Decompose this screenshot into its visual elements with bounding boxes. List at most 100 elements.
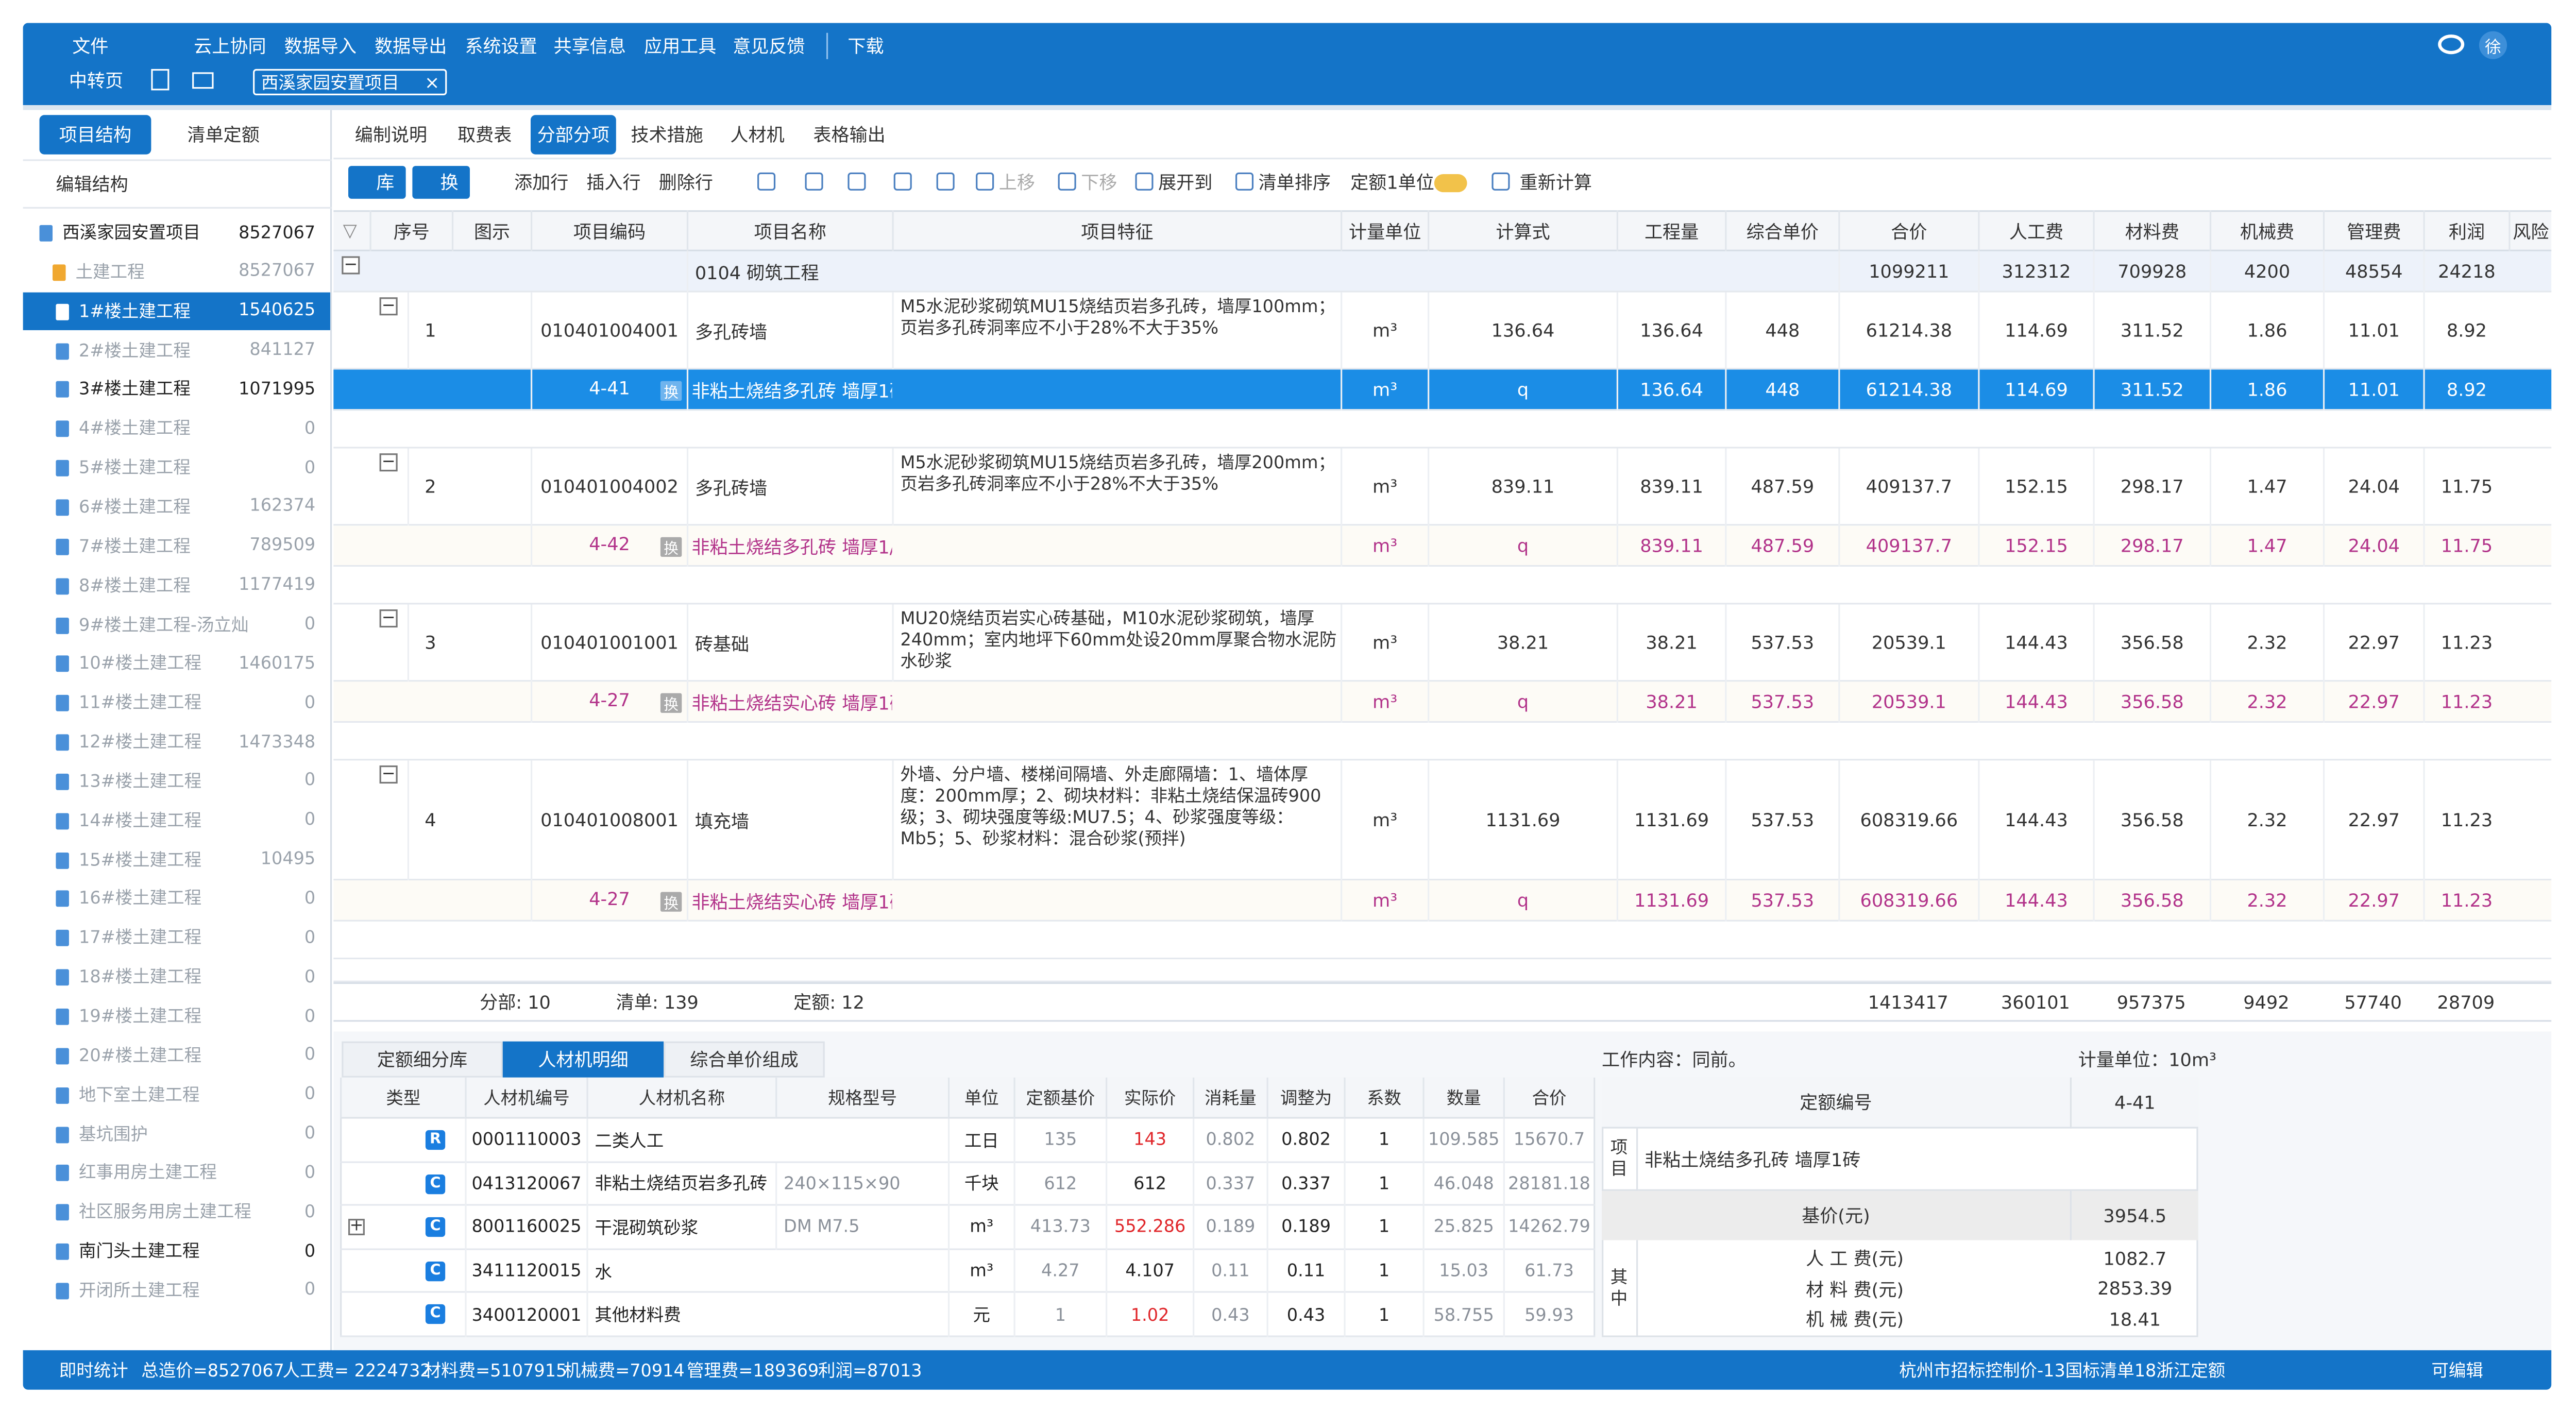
tree-name[interactable]: 17#楼土建工程 bbox=[79, 928, 202, 948]
detail-cell-name: 其他材料费 bbox=[586, 1293, 775, 1337]
tree-value: 0 bbox=[304, 810, 316, 830]
tree-name[interactable]: 14#楼土建工程 bbox=[79, 811, 202, 831]
tool-button[interactable]: 删除行 bbox=[658, 172, 713, 194]
cell-total: 61214.38 bbox=[1838, 292, 1978, 370]
cell-machine: 1.86 bbox=[2209, 292, 2323, 370]
cell-total: 409137.7 bbox=[1838, 448, 1978, 526]
menu-item[interactable]: 系统设置 bbox=[465, 36, 537, 58]
detail-tab[interactable]: 定额细分库 bbox=[342, 1041, 503, 1078]
tree-name[interactable]: 8#楼土建工程 bbox=[79, 576, 191, 596]
tree-name[interactable]: 地下室土建工程 bbox=[79, 1085, 200, 1105]
left-tab[interactable]: 清单定额 bbox=[187, 125, 260, 146]
menu-item[interactable]: 意见反馈 bbox=[733, 36, 805, 58]
tool-button[interactable]: 清单排序 bbox=[1258, 172, 1331, 194]
tree-icon bbox=[56, 499, 69, 516]
detail-header: 合价 bbox=[1503, 1077, 1594, 1119]
tool-icon bbox=[976, 172, 994, 191]
main-tab[interactable]: 技术措施 bbox=[631, 125, 703, 146]
menu-item[interactable]: 应用工具 bbox=[644, 36, 717, 58]
file-menu[interactable]: 文件 bbox=[72, 36, 109, 58]
tree-name[interactable]: 1#楼土建工程 bbox=[79, 301, 191, 322]
tree-name[interactable]: 6#楼土建工程 bbox=[79, 498, 191, 518]
main-tab[interactable]: 分部分项 bbox=[530, 115, 616, 155]
left-divider bbox=[23, 207, 332, 209]
swap-tag: 换 bbox=[660, 892, 682, 912]
tree-name[interactable]: 15#楼土建工程 bbox=[79, 850, 202, 870]
tree-name[interactable]: 18#楼土建工程 bbox=[79, 967, 202, 988]
tree-name[interactable]: 5#楼土建工程 bbox=[79, 458, 191, 479]
detail-header: 消耗量 bbox=[1193, 1077, 1267, 1119]
main-tab[interactable]: 编制说明 bbox=[354, 125, 428, 146]
swap-button[interactable]: 换 bbox=[412, 166, 470, 199]
tree-name[interactable]: 12#楼土建工程 bbox=[79, 733, 202, 753]
status-title[interactable]: 即时统计 bbox=[59, 1360, 128, 1381]
tree-name[interactable]: 19#楼土建工程 bbox=[79, 1007, 202, 1027]
project-tab[interactable]: 西溪家园安置项目 bbox=[253, 69, 447, 95]
cell-unit: m³ bbox=[1341, 525, 1428, 567]
tree-name[interactable]: 2#楼土建工程 bbox=[79, 341, 191, 361]
column-header: 项目编码 bbox=[530, 210, 687, 251]
tree-name[interactable]: 16#楼土建工程 bbox=[79, 889, 202, 909]
menu-item[interactable]: 云上协同 bbox=[194, 36, 266, 58]
tool-button[interactable]: 定额1单位 bbox=[1350, 172, 1434, 194]
detail-tab[interactable]: 综合单价组成 bbox=[664, 1041, 825, 1078]
tree-name[interactable]: 3#楼土建工程 bbox=[79, 380, 191, 400]
menu-item[interactable]: 下载 bbox=[848, 36, 884, 58]
tool-button[interactable]: 上移 bbox=[998, 172, 1035, 194]
cell-total: 608319.66 bbox=[1838, 760, 1978, 881]
tree-name[interactable]: 基坑围护 bbox=[79, 1124, 148, 1145]
menu-item[interactable]: 数据导出 bbox=[375, 36, 447, 58]
tree-name[interactable]: 13#楼土建工程 bbox=[79, 772, 202, 792]
lib-button[interactable]: 库 bbox=[348, 166, 406, 199]
tree-name[interactable]: 南门头土建工程 bbox=[79, 1242, 200, 1262]
cell-mgmt: 11.01 bbox=[2323, 369, 2424, 411]
cell-material: 356.58 bbox=[2093, 880, 2210, 922]
tool-button[interactable]: 下移 bbox=[1081, 172, 1117, 194]
tree-name[interactable]: 西溪家园安置项目 bbox=[62, 223, 201, 243]
tree-name[interactable]: 11#楼土建工程 bbox=[79, 693, 202, 713]
cell-total: 608319.66 bbox=[1838, 880, 1978, 922]
tool-button[interactable]: 插入行 bbox=[586, 172, 641, 194]
cell-mgmt: 22.97 bbox=[2323, 880, 2424, 922]
tool-button[interactable]: 重新计算 bbox=[1519, 172, 1592, 194]
user-avatar[interactable]: 徐 bbox=[2479, 31, 2507, 59]
cell-profit: 11.23 bbox=[2423, 880, 2509, 922]
main-tab[interactable]: 取费表 bbox=[457, 125, 512, 146]
detail-tab[interactable]: 人材机明细 bbox=[502, 1041, 664, 1078]
base-label: 基价(元) bbox=[1602, 1190, 2072, 1240]
detail-cell-name: 二类人工 bbox=[586, 1118, 775, 1163]
detail-cell-total: 15670.7 bbox=[1503, 1118, 1594, 1163]
cell-qty: 839.11 bbox=[1616, 448, 1725, 526]
tree-name[interactable]: 9#楼土建工程-汤立灿 bbox=[79, 615, 249, 635]
edit-structure[interactable]: 编辑结构 bbox=[56, 174, 128, 196]
tree-name[interactable]: 社区服务用房土建工程 bbox=[79, 1202, 251, 1223]
main-tab[interactable]: 表格输出 bbox=[813, 125, 886, 146]
status-mode: 可编辑 bbox=[2431, 1360, 2483, 1381]
row-expander: − bbox=[379, 297, 398, 316]
tree-value: 1540625 bbox=[239, 301, 316, 321]
tree-name[interactable]: 20#楼土建工程 bbox=[79, 1046, 202, 1066]
tree-name[interactable]: 红事用房土建工程 bbox=[79, 1163, 217, 1184]
main-tab[interactable]: 人材机 bbox=[730, 125, 785, 146]
tree-name[interactable]: 土建工程 bbox=[75, 262, 145, 282]
home-button[interactable]: 中转页 bbox=[69, 71, 124, 92]
status-stat: 人工费= 2224732 bbox=[282, 1360, 431, 1381]
tree-name[interactable]: 10#楼土建工程 bbox=[79, 654, 202, 674]
tree-name[interactable]: 4#楼土建工程 bbox=[79, 419, 191, 439]
tool-button[interactable]: 展开到 bbox=[1158, 172, 1213, 194]
tree-name[interactable]: 7#楼土建工程 bbox=[79, 537, 191, 557]
table-row bbox=[333, 525, 2552, 567]
menu-item[interactable]: 共享信息 bbox=[553, 36, 626, 58]
detail-cell-code: 3411120015 bbox=[465, 1250, 586, 1293]
detail-cell-qty: 58.755 bbox=[1422, 1293, 1503, 1337]
cell-labor: 114.69 bbox=[1978, 369, 2093, 411]
tool-button[interactable]: 添加行 bbox=[514, 172, 569, 194]
cell-feature: 外墙、分户墙、楼梯间隔墙、外走廊隔墙：1、墙体厚度：200mm厚；2、砌块材料：… bbox=[892, 760, 1341, 881]
tree-name[interactable]: 开闭所土建工程 bbox=[79, 1281, 200, 1301]
menu-item[interactable]: 数据导入 bbox=[284, 36, 357, 58]
cell-qty: 839.11 bbox=[1616, 525, 1725, 567]
left-tab[interactable]: 项目结构 bbox=[39, 115, 151, 155]
row-expander: − bbox=[342, 256, 360, 275]
table-row bbox=[333, 567, 2552, 605]
